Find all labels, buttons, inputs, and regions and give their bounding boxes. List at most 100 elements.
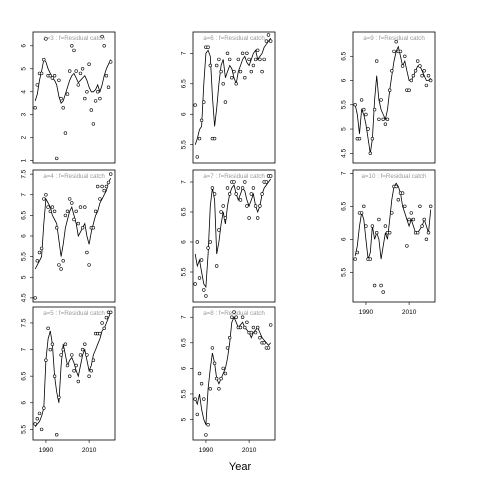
observed-point bbox=[372, 283, 377, 288]
observed-point bbox=[362, 204, 366, 209]
observed-point bbox=[59, 96, 63, 101]
observed-point bbox=[212, 136, 217, 141]
y-tick-label: 6 bbox=[21, 234, 28, 238]
observed-point bbox=[85, 250, 89, 255]
observed-point bbox=[35, 259, 39, 263]
observed-point bbox=[39, 71, 44, 76]
observed-point bbox=[234, 192, 238, 196]
observed-point bbox=[91, 226, 96, 230]
observed-point bbox=[225, 346, 230, 350]
observed-point bbox=[366, 127, 370, 131]
y-tick-label: 5 bbox=[341, 127, 348, 131]
observed-point bbox=[232, 180, 236, 184]
observed-point bbox=[61, 347, 65, 352]
observed-point bbox=[212, 361, 217, 365]
observed-point bbox=[50, 342, 55, 346]
observed-point bbox=[223, 100, 228, 104]
observed-point bbox=[195, 240, 200, 244]
observed-point bbox=[383, 122, 388, 126]
x-tick-label: 2010 bbox=[242, 447, 257, 454]
observed-point bbox=[91, 358, 96, 362]
observed-point bbox=[258, 336, 262, 340]
observed-point bbox=[39, 427, 44, 432]
observed-point bbox=[234, 315, 238, 319]
observed-point bbox=[57, 395, 61, 400]
observed-point bbox=[208, 63, 213, 68]
observed-point bbox=[104, 315, 109, 320]
observed-point bbox=[243, 180, 247, 184]
observed-point bbox=[72, 217, 76, 222]
observed-point bbox=[253, 330, 258, 335]
observed-point bbox=[383, 224, 388, 228]
observed-point bbox=[253, 57, 258, 62]
y-tick-label: 7 bbox=[181, 51, 188, 55]
observed-point bbox=[76, 221, 81, 226]
observed-point bbox=[210, 186, 215, 190]
observed-point bbox=[63, 131, 68, 135]
y-tick-label: 7 bbox=[341, 171, 348, 175]
observed-point bbox=[266, 33, 271, 37]
observed-point bbox=[228, 336, 232, 340]
observed-point bbox=[48, 73, 52, 78]
observed-point bbox=[372, 107, 377, 112]
observed-point bbox=[264, 39, 269, 43]
observed-point bbox=[251, 325, 256, 330]
observed-point bbox=[377, 117, 381, 122]
observed-point bbox=[98, 96, 102, 101]
y-tick-label: 5.5 bbox=[181, 140, 188, 149]
observed-point bbox=[204, 294, 208, 298]
observed-point bbox=[234, 82, 238, 86]
y-tick-label: 7.5 bbox=[21, 318, 28, 327]
observed-point bbox=[375, 231, 379, 235]
observed-point bbox=[418, 204, 422, 209]
y-tick-label: 5.5 bbox=[21, 424, 28, 433]
observed-point bbox=[375, 59, 379, 63]
panel-label: a=10 : f=Residual catch bbox=[361, 173, 427, 180]
observed-point bbox=[400, 191, 405, 195]
observed-point bbox=[50, 205, 55, 209]
observed-point bbox=[89, 108, 94, 112]
observed-point bbox=[217, 387, 221, 391]
observed-point bbox=[33, 296, 37, 300]
y-tick-label: 4.5 bbox=[341, 148, 348, 157]
x-tick-label: 1990 bbox=[39, 447, 54, 454]
x-tick-label: 1990 bbox=[359, 309, 374, 316]
observed-point bbox=[249, 69, 254, 74]
x-tick-label: 1990 bbox=[199, 447, 214, 454]
observed-point bbox=[236, 57, 241, 62]
observed-point bbox=[260, 69, 264, 74]
observed-point bbox=[87, 263, 91, 267]
observed-point bbox=[388, 88, 392, 92]
observed-point bbox=[217, 228, 221, 232]
panel-label: a=9 : f=Residual catch bbox=[363, 35, 425, 42]
observed-point bbox=[377, 217, 381, 222]
observed-point bbox=[269, 174, 273, 178]
observed-point bbox=[409, 78, 413, 83]
observed-point bbox=[48, 209, 52, 214]
y-tick-label: 6.5 bbox=[341, 201, 348, 210]
observed-point bbox=[219, 69, 223, 74]
panel-label: a=7 : f=Residual catch bbox=[203, 173, 265, 180]
observed-point bbox=[407, 217, 411, 222]
observed-point bbox=[63, 213, 68, 218]
observed-point bbox=[102, 326, 106, 330]
observed-point bbox=[80, 226, 85, 230]
observed-point bbox=[429, 78, 433, 83]
observed-point bbox=[59, 353, 63, 357]
observed-point bbox=[413, 69, 418, 73]
observed-point bbox=[240, 51, 245, 55]
observed-point bbox=[362, 107, 366, 112]
observed-point bbox=[100, 321, 104, 325]
observed-point bbox=[65, 92, 70, 96]
y-tick-label: 7 bbox=[181, 180, 188, 184]
observed-point bbox=[108, 172, 113, 176]
observed-point bbox=[106, 85, 111, 89]
observed-point bbox=[57, 78, 61, 83]
observed-point bbox=[394, 184, 398, 189]
observed-point bbox=[368, 151, 372, 156]
observed-point bbox=[39, 246, 44, 251]
observed-point bbox=[368, 257, 372, 261]
y-tick-label: 6 bbox=[21, 44, 28, 48]
observed-point bbox=[54, 156, 59, 161]
panel-frame bbox=[192, 169, 276, 303]
